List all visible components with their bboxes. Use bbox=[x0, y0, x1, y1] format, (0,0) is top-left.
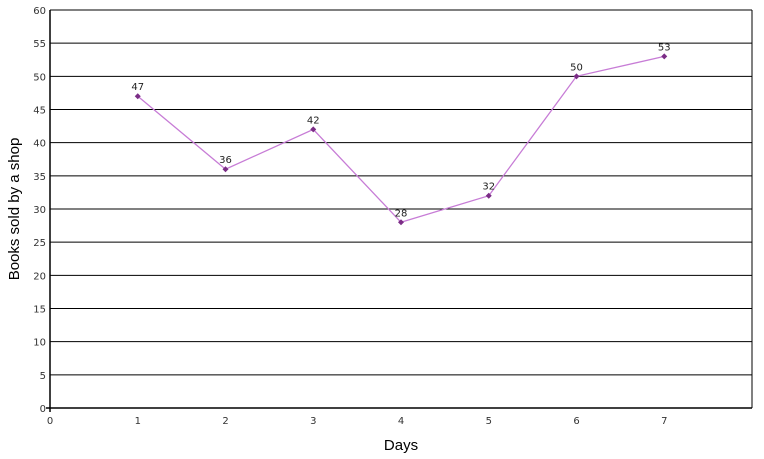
data-point bbox=[661, 53, 668, 60]
data-label: 36 bbox=[219, 155, 232, 166]
data-label: 53 bbox=[658, 42, 671, 53]
y-axis-title: Books sold by a shop bbox=[6, 138, 23, 281]
axes bbox=[46, 9, 753, 412]
x-tick-label: 1 bbox=[135, 416, 141, 427]
y-tick-label: 55 bbox=[33, 39, 46, 50]
x-tick-label: 0 bbox=[47, 416, 53, 427]
y-tick-labels: 0 5 10 15 20 25 30 35 40 45 50 55 60 bbox=[33, 6, 46, 415]
y-tick-label: 50 bbox=[33, 72, 46, 83]
x-tick-label: 4 bbox=[398, 416, 404, 427]
data-point bbox=[398, 219, 404, 226]
x-tick-label: 5 bbox=[486, 416, 492, 427]
data-point bbox=[573, 73, 580, 80]
y-tick-label: 0 bbox=[40, 404, 46, 415]
y-tick-label: 30 bbox=[33, 205, 46, 216]
grid-lines bbox=[50, 42, 752, 376]
data-point bbox=[485, 192, 492, 199]
data-label: 32 bbox=[482, 182, 495, 193]
y-tick-label: 25 bbox=[33, 238, 46, 249]
series-books-sold bbox=[134, 53, 668, 226]
y-tick-label: 10 bbox=[33, 338, 46, 349]
x-tick-label: 2 bbox=[222, 416, 228, 427]
x-tick-label: 3 bbox=[310, 416, 316, 427]
data-labels: 47 36 42 28 32 50 53 bbox=[131, 42, 670, 219]
x-tick-label: 6 bbox=[573, 416, 579, 427]
x-tick-labels: 0 1 2 3 4 5 6 7 bbox=[47, 416, 668, 427]
series-line bbox=[137, 55, 665, 224]
y-tick-label: 40 bbox=[33, 139, 46, 150]
data-point bbox=[222, 166, 229, 173]
data-point bbox=[310, 126, 317, 133]
y-tick-label: 45 bbox=[33, 106, 46, 117]
data-label: 28 bbox=[395, 208, 408, 219]
x-axis-title: Days bbox=[384, 437, 418, 454]
data-point bbox=[134, 93, 141, 100]
data-label: 50 bbox=[570, 62, 583, 73]
data-label: 47 bbox=[131, 82, 144, 93]
y-tick-label: 35 bbox=[33, 172, 46, 183]
x-tick-label: 7 bbox=[661, 416, 667, 427]
y-tick-label: 20 bbox=[33, 271, 46, 282]
y-tick-label: 15 bbox=[33, 305, 46, 316]
y-tick-label: 60 bbox=[33, 6, 46, 17]
y-tick-label: 5 bbox=[40, 371, 46, 382]
data-label: 42 bbox=[307, 115, 320, 126]
